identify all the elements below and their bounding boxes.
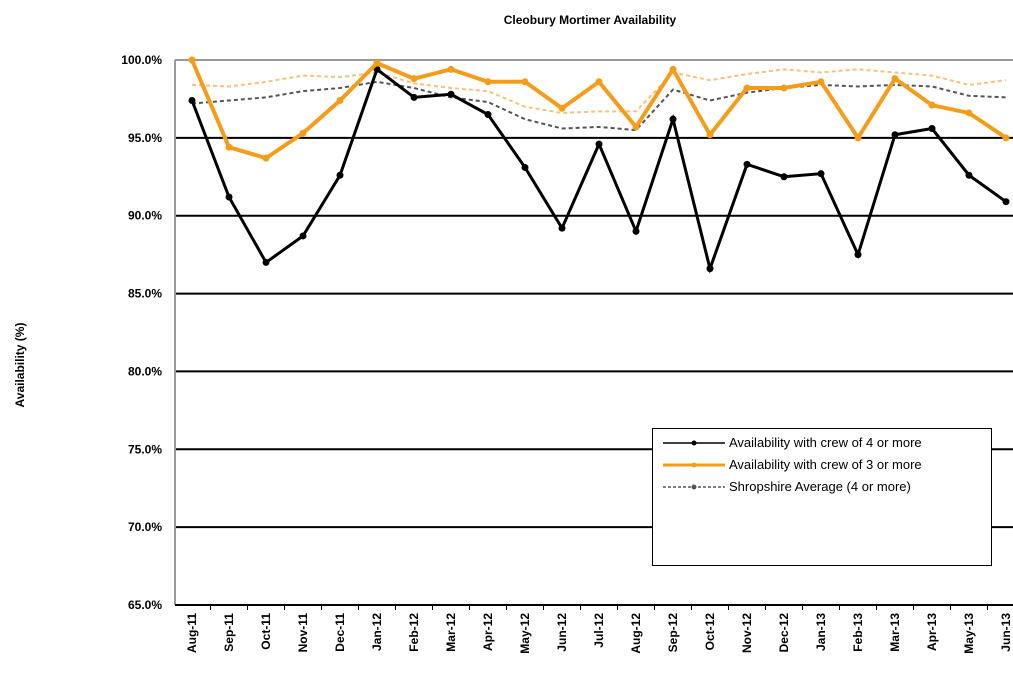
data-point	[854, 251, 862, 259]
data-point	[706, 265, 714, 273]
x-tick-label: Apr-12	[481, 613, 495, 651]
x-tick-label: Aug-12	[629, 613, 643, 654]
chart-title: Cleobury Mortimer Availability	[504, 13, 677, 27]
data-point	[632, 123, 640, 131]
data-point	[1002, 198, 1010, 206]
data-point	[595, 78, 603, 86]
data-point	[965, 109, 973, 117]
x-tick-label: Feb-12	[407, 613, 421, 652]
x-tick-label: Jun-13	[999, 613, 1013, 652]
x-tick-label: Oct-12	[703, 613, 717, 651]
data-point	[447, 65, 455, 73]
y-tick-label: 65.0%	[128, 598, 162, 612]
data-point	[188, 56, 196, 64]
data-point	[410, 93, 418, 101]
x-tick-label: May-12	[518, 613, 532, 654]
series-line	[191, 80, 1007, 132]
data-point	[558, 224, 566, 232]
legend-marker	[691, 462, 697, 468]
legend-swatch	[663, 440, 725, 446]
x-tick-label: Sep-11	[222, 613, 236, 652]
legend-label: Availability with crew of 3 or more	[729, 457, 922, 472]
data-point	[447, 90, 455, 98]
data-point	[373, 59, 381, 67]
x-tick-label: Nov-11	[296, 613, 310, 653]
y-tick-label: 70.0%	[128, 520, 162, 534]
x-tick-label: Nov-12	[740, 613, 754, 653]
x-tick-label: Mar-13	[888, 613, 902, 652]
data-point	[706, 131, 714, 139]
data-point	[299, 129, 307, 137]
data-point	[780, 173, 788, 181]
legend-swatch	[663, 462, 725, 468]
data-point	[595, 140, 603, 148]
data-point	[817, 170, 825, 178]
y-tick-label: 80.0%	[128, 364, 162, 378]
series-line	[191, 68, 1007, 114]
y-tick-label: 90.0%	[128, 209, 162, 223]
data-point	[188, 96, 196, 104]
data-point	[336, 171, 344, 179]
x-tick-label: Oct-11	[259, 613, 273, 650]
data-point	[299, 232, 307, 240]
data-point	[632, 227, 640, 235]
x-tick-label: Jul-12	[592, 613, 606, 648]
data-point	[780, 84, 788, 92]
data-point	[743, 84, 751, 92]
data-point	[854, 134, 862, 142]
data-point	[225, 143, 233, 151]
data-point	[521, 163, 529, 171]
data-point	[891, 75, 899, 83]
x-tick-label: Feb-13	[851, 613, 865, 652]
x-tick-label: Dec-11	[333, 613, 347, 652]
x-tick-label: Aug-11	[185, 613, 199, 653]
data-point	[410, 75, 418, 83]
legend-item: Availability with crew of 3 or more	[659, 457, 985, 473]
data-point	[669, 115, 677, 123]
legend: Availability with crew of 4 or more Avail…	[652, 428, 992, 566]
x-tick-label: Sep-12	[666, 613, 680, 653]
legend-label: Availability with crew of 4 or more	[729, 435, 922, 450]
legend-item: Availability with crew of 4 or more	[659, 435, 985, 451]
data-point	[669, 65, 677, 73]
data-point	[558, 104, 566, 112]
data-point	[336, 96, 344, 104]
data-point	[891, 131, 899, 139]
y-tick-label: 95.0%	[128, 131, 162, 145]
data-point	[1002, 134, 1010, 142]
legend-item: Shropshire Average (4 or more)	[659, 479, 985, 495]
x-tick-label: Jan-12	[370, 613, 384, 651]
legend-marker	[691, 440, 697, 446]
legend-swatch	[663, 484, 725, 490]
data-point	[225, 193, 233, 201]
data-point	[484, 111, 492, 118]
data-point	[743, 160, 751, 168]
legend-marker	[691, 484, 697, 490]
x-tick-label: Mar-12	[444, 613, 458, 652]
data-point	[928, 101, 936, 109]
data-point	[262, 154, 270, 162]
data-point	[262, 258, 270, 266]
x-tick-label: Jan-13	[814, 613, 828, 651]
legend-label: Shropshire Average (4 or more)	[729, 479, 911, 494]
data-point	[965, 171, 973, 179]
x-tick-label: Apr-13	[925, 613, 939, 651]
data-point	[817, 78, 825, 86]
data-point	[928, 125, 936, 133]
y-axis-label: Availability (%)	[13, 323, 27, 408]
y-tick-label: 100.0%	[121, 53, 162, 67]
data-point	[484, 78, 492, 86]
x-tick-label: May-13	[962, 613, 976, 654]
y-tick-label: 75.0%	[128, 442, 162, 456]
x-tick-label: Dec-12	[777, 613, 791, 653]
y-tick-label: 85.0%	[128, 287, 162, 301]
x-tick-label: Jun-12	[555, 613, 569, 652]
data-point	[521, 78, 529, 86]
